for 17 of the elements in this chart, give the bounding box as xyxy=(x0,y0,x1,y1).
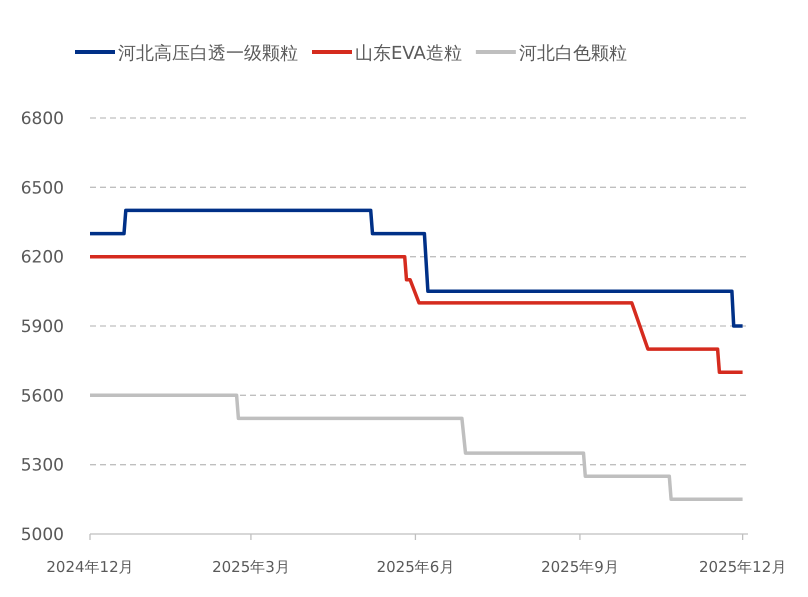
x-tick-label: 2024年12月 xyxy=(46,558,134,576)
y-tick-label: 5300 xyxy=(20,456,64,476)
legend-label: 山东EVA造粒 xyxy=(355,43,462,64)
legend-label: 河北高压白透一级颗粒 xyxy=(118,43,298,64)
x-tick-label: 2025年12月 xyxy=(699,558,786,576)
x-tick-label: 2025年6月 xyxy=(376,558,454,576)
y-tick-label: 5000 xyxy=(20,525,64,545)
legend-label: 河北白色颗粒 xyxy=(518,43,627,64)
line-series xyxy=(88,254,744,374)
x-tick-label: 2025年3月 xyxy=(212,558,290,576)
line-series xyxy=(88,208,744,328)
y-tick-label: 6500 xyxy=(20,178,64,198)
x-tick-label: 2025年9月 xyxy=(541,558,619,576)
y-tick-label: 6200 xyxy=(20,248,64,268)
y-tick-label: 6800 xyxy=(20,109,64,129)
y-tick-label: 5600 xyxy=(20,386,64,406)
y-tick-label: 5900 xyxy=(20,317,64,337)
